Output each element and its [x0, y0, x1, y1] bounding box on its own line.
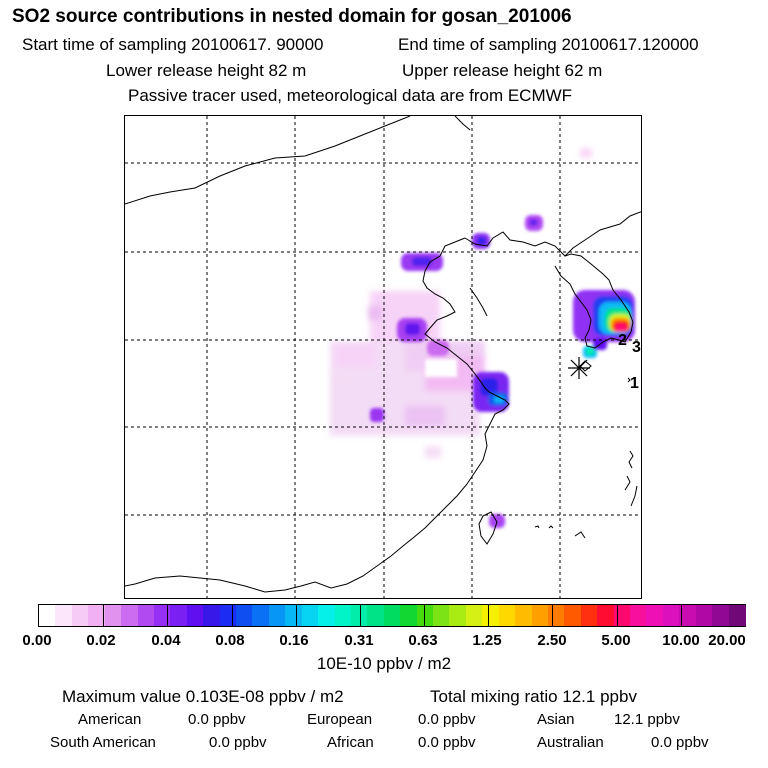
colorbar-segment — [662, 605, 681, 626]
marker-label-3: 3 — [632, 339, 641, 356]
colorbar-segment — [482, 605, 501, 626]
colorbar-segment — [728, 605, 747, 626]
region-south-american-value: 0.0 ppbv — [209, 734, 267, 751]
colorbar-segment — [121, 605, 139, 626]
colorbar-segment — [137, 605, 156, 626]
colorbar-segment — [679, 605, 698, 626]
colorbar-segment — [465, 605, 484, 626]
colorbar-divider — [616, 605, 618, 626]
colorbar-segment — [367, 605, 386, 626]
receptor-marker — [568, 357, 590, 379]
colorbar-tick: 0.02 — [86, 632, 116, 649]
colorbar-segment — [383, 605, 402, 626]
colorbar-tick: 0.16 — [279, 632, 309, 649]
colorbar-segment — [252, 605, 271, 626]
colorbar — [38, 604, 747, 627]
tracer-blobs — [370, 215, 635, 528]
colorbar-tick: 0.31 — [344, 632, 374, 649]
colorbar-segment — [285, 605, 304, 626]
colorbar-segment — [515, 605, 533, 626]
region-australian-label: Australian — [537, 734, 604, 751]
colorbar-divider — [680, 605, 682, 626]
colorbar-segment — [646, 605, 665, 626]
colorbar-divider — [295, 605, 297, 626]
colorbar-tick: 0.00 — [22, 632, 52, 649]
colorbar-segment — [236, 605, 254, 626]
colorbar-segment — [613, 605, 632, 626]
region-european-label: European — [307, 711, 373, 728]
chart-title: SO2 source contributions in nested domai… — [12, 6, 572, 27]
tracer-haze — [330, 148, 592, 458]
maximum-value: Maximum value 0.103E-08 ppbv / m2 — [62, 687, 344, 706]
marker-label-2: 2 — [618, 332, 627, 349]
colorbar-segment — [547, 605, 566, 626]
region-south-american-label: South American — [50, 734, 156, 751]
colorbar-units: 10E-10 ppbv / m2 — [316, 654, 452, 673]
colorbar-tick: 10.00 — [662, 632, 700, 649]
colorbar-segment — [55, 605, 74, 626]
colorbar-segment — [449, 605, 468, 626]
colorbar-segment — [153, 605, 172, 626]
lower-release-height: Lower release height 82 m — [106, 61, 307, 80]
colorbar-tick: 2.50 — [537, 632, 567, 649]
region-european-value: 0.0 ppbv — [418, 711, 476, 728]
colorbar-segment — [712, 605, 730, 626]
colorbar-segment — [104, 605, 123, 626]
graticule — [125, 116, 641, 598]
colorbar-divider — [103, 605, 105, 626]
colorbar-divider — [231, 605, 233, 626]
colorbar-segment — [318, 605, 336, 626]
colorbar-segment — [219, 605, 238, 626]
colorbar-tick: 1.25 — [472, 632, 502, 649]
colorbar-segment — [334, 605, 353, 626]
region-african-value: 0.0 ppbv — [418, 734, 476, 751]
colorbar-tick: 20.00 — [708, 632, 746, 649]
colorbar-divider — [359, 605, 361, 626]
upper-release-height: Upper release height 62 m — [402, 61, 603, 80]
marker-label-1: 1 — [630, 375, 639, 392]
colorbar-segment — [498, 605, 517, 626]
region-asian-value: 12.1 ppbv — [614, 711, 680, 728]
region-american-value: 0.0 ppbv — [188, 711, 246, 728]
map-plot: 2 3 1 — [124, 115, 642, 599]
colorbar-segment — [695, 605, 714, 626]
colorbar-segment — [350, 605, 369, 626]
colorbar-segment — [39, 605, 57, 626]
colorbar-segment — [416, 605, 435, 626]
region-australian-value: 0.0 ppbv — [651, 734, 709, 751]
colorbar-segment — [433, 605, 451, 626]
colorbar-segment — [203, 605, 221, 626]
colorbar-tick: 5.00 — [601, 632, 631, 649]
colorbar-segment — [170, 605, 189, 626]
region-american-label: American — [78, 711, 142, 728]
colorbar-divider — [552, 605, 554, 626]
colorbar-divider — [488, 605, 490, 626]
colorbar-segment — [88, 605, 107, 626]
coastlines — [125, 116, 641, 593]
colorbar-segment — [597, 605, 616, 626]
colorbar-segment — [580, 605, 599, 626]
colorbar-tick: 0.04 — [151, 632, 181, 649]
colorbar-segment — [301, 605, 320, 626]
colorbar-tick: 0.63 — [408, 632, 438, 649]
colorbar-segment — [531, 605, 550, 626]
end-time: End time of sampling 20100617.120000 — [398, 35, 699, 54]
map-svg — [125, 116, 641, 598]
colorbar-segment — [268, 605, 287, 626]
colorbar-segment — [564, 605, 583, 626]
colorbar-segment — [400, 605, 419, 626]
start-time: Start time of sampling 20100617. 90000 — [22, 35, 324, 54]
colorbar-divider — [167, 605, 169, 626]
tracer-note: Passive tracer used, meteorological data… — [128, 86, 573, 105]
total-mixing-ratio: Total mixing ratio 12.1 ppbv — [430, 687, 637, 706]
colorbar-segment — [186, 605, 205, 626]
region-african-label: African — [327, 734, 374, 751]
colorbar-segment — [71, 605, 90, 626]
region-asian-label: Asian — [537, 711, 575, 728]
colorbar-segment — [630, 605, 648, 626]
colorbar-divider — [424, 605, 426, 626]
haze-gap — [425, 359, 457, 377]
colorbar-tick: 0.08 — [215, 632, 245, 649]
